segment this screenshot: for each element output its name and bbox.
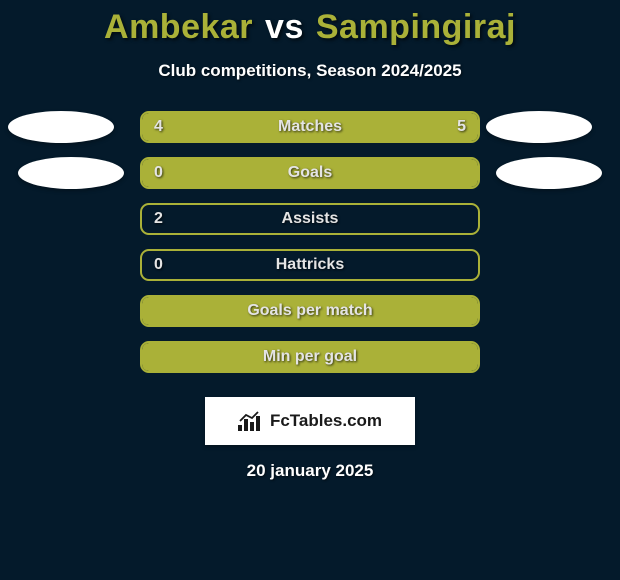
bar-value-left: 0	[154, 164, 163, 182]
bar-track: Matches 4 5	[140, 111, 480, 143]
subtitle: Club competitions, Season 2024/2025	[158, 61, 461, 81]
vs-label: vs	[265, 8, 304, 47]
stat-row: Goals 0	[0, 157, 620, 189]
bar-label: Hattricks	[276, 256, 344, 274]
stat-row: Matches 4 5	[0, 111, 620, 143]
comparison-chart: Matches 4 5 Goals 0 Assists 2 Hattricks 0 Goals p…	[0, 111, 620, 387]
stat-row: Min per goal	[0, 341, 620, 373]
bar-label: Matches	[278, 118, 342, 136]
bar-value-left: 2	[154, 210, 163, 228]
bar-track: Goals per match	[140, 295, 480, 327]
bar-label: Assists	[282, 210, 339, 228]
comparison-infographic: Ambekar vs Sampingiraj Club competitions…	[0, 0, 620, 580]
bar-label: Goals per match	[247, 302, 372, 320]
bar-label: Min per goal	[263, 348, 357, 366]
bar-value-left: 0	[154, 256, 163, 274]
bar-label: Goals	[288, 164, 332, 182]
side-ellipse-right	[496, 157, 602, 189]
bar-track: Assists 2	[140, 203, 480, 235]
bar-fill-left	[142, 113, 290, 141]
bar-track: Goals 0	[140, 157, 480, 189]
stat-row: Hattricks 0	[0, 249, 620, 281]
side-ellipse-left	[8, 111, 114, 143]
bar-value-right: 5	[457, 118, 466, 136]
watermark-badge: FcTables.com	[205, 397, 415, 445]
side-ellipse-right	[486, 111, 592, 143]
bar-track: Hattricks 0	[140, 249, 480, 281]
bar-track: Min per goal	[140, 341, 480, 373]
player-left-name: Ambekar	[104, 8, 253, 47]
date-label: 20 january 2025	[247, 461, 374, 481]
title-row: Ambekar vs Sampingiraj	[104, 8, 516, 47]
bar-value-left: 4	[154, 118, 163, 136]
player-right-name: Sampingiraj	[316, 8, 516, 47]
fctables-logo-icon	[238, 411, 264, 431]
watermark-text: FcTables.com	[270, 411, 382, 431]
side-ellipse-left	[18, 157, 124, 189]
stat-row: Goals per match	[0, 295, 620, 327]
stat-row: Assists 2	[0, 203, 620, 235]
